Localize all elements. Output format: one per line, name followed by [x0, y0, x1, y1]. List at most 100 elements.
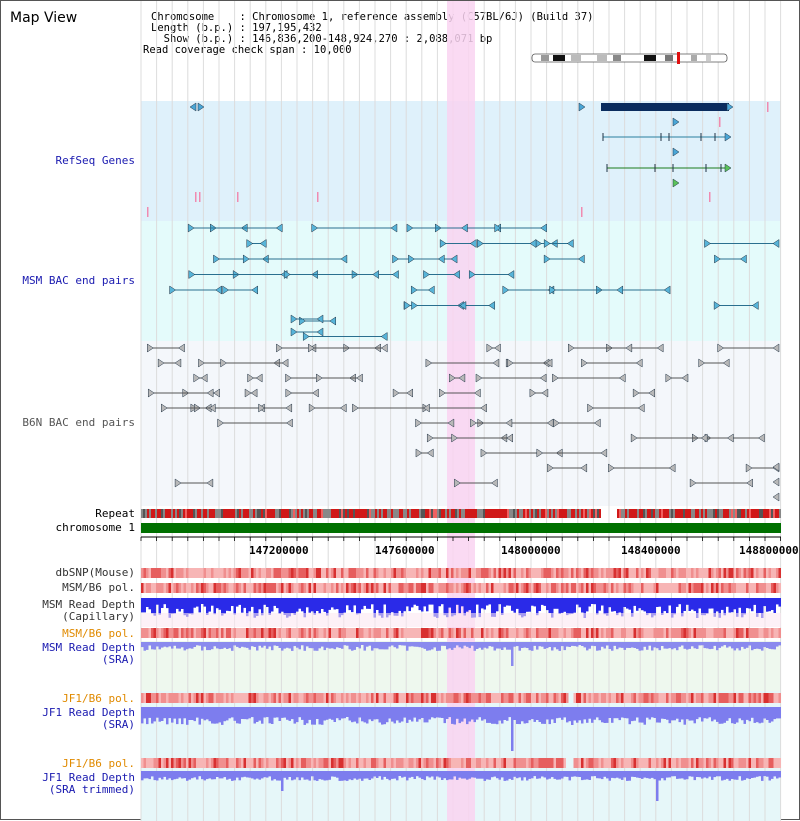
depth-bar — [563, 598, 566, 612]
heat-cell — [286, 693, 289, 703]
heat-cell — [431, 758, 434, 768]
heat-cell — [348, 758, 351, 768]
heat-cell — [708, 693, 711, 703]
heat-cell — [458, 758, 461, 768]
heat-cell — [621, 628, 624, 638]
heat-cell — [313, 628, 316, 638]
heat-cell — [521, 758, 524, 768]
heat-cell — [378, 583, 381, 593]
heat-cell — [176, 693, 179, 703]
heat-cell — [183, 758, 186, 768]
depth-bar — [691, 707, 694, 721]
heat-cell — [593, 583, 596, 593]
heat-cell — [691, 568, 694, 578]
heat-cell — [708, 628, 711, 638]
depth-bar — [301, 598, 304, 612]
depth-bar — [438, 642, 441, 651]
depth-bar — [198, 707, 201, 725]
heat-cell — [771, 583, 774, 593]
heat-cell — [761, 568, 764, 578]
heat-cell — [678, 568, 681, 578]
heat-cell — [353, 628, 356, 638]
heat-cell — [293, 758, 296, 768]
depth-bar — [291, 707, 294, 720]
heat-cell — [661, 758, 664, 768]
heat-cell — [183, 583, 186, 593]
depth-bar — [243, 707, 246, 720]
depth-bar — [241, 707, 244, 719]
heat-cell — [758, 758, 761, 768]
repeat-segment — [589, 509, 591, 518]
depth-bar — [666, 707, 669, 720]
depth-bar — [571, 598, 574, 614]
ideogram-band — [691, 55, 697, 61]
heat-cell — [381, 628, 384, 638]
depth-bar — [413, 707, 416, 718]
feature-arrow — [772, 462, 780, 472]
depth-bar — [646, 771, 649, 779]
repeat-segment — [283, 509, 285, 518]
depth-bar — [683, 771, 686, 780]
heat-cell — [496, 758, 499, 768]
feature-arrow — [529, 388, 537, 398]
heat-cell — [418, 693, 421, 703]
heat-cell — [241, 693, 244, 703]
depth-bar — [463, 642, 466, 646]
depth-bar — [603, 771, 606, 777]
depth-bar — [618, 598, 621, 613]
depth-bar — [341, 642, 344, 649]
feature-arrow — [553, 418, 560, 428]
repeat-segment — [245, 509, 247, 518]
heat-cell — [773, 628, 776, 638]
heat-cell — [258, 628, 261, 638]
heat-cell — [326, 628, 329, 638]
heat-cell — [573, 568, 576, 578]
repeat-segment — [363, 509, 365, 518]
depth-bar — [721, 707, 724, 724]
repeat-segment — [219, 509, 221, 518]
repeat-segment — [483, 509, 485, 518]
feature-arrow — [618, 373, 626, 383]
depth-bar — [531, 707, 534, 720]
depth-bar — [526, 771, 529, 781]
heat-cell — [411, 628, 414, 638]
heat-cell — [596, 628, 599, 638]
heat-cell — [221, 628, 224, 638]
depth-bar — [526, 598, 529, 612]
heat-cell — [518, 628, 521, 638]
depth-bar — [403, 598, 406, 612]
depth-bar — [381, 707, 384, 725]
depth-bar — [251, 642, 254, 647]
depth-bar — [196, 707, 199, 718]
heat-cell — [148, 568, 151, 578]
repeat-segment — [201, 509, 203, 518]
depth-bar — [516, 771, 519, 779]
heat-cell — [716, 693, 719, 703]
depth-bar — [568, 771, 571, 781]
depth-bar — [673, 642, 676, 649]
depth-bar — [496, 598, 499, 612]
heat-cell — [646, 758, 649, 768]
depth-bar — [356, 771, 359, 780]
heat-cell — [466, 583, 469, 593]
depth-bar — [248, 598, 251, 612]
depth-bar — [376, 771, 379, 778]
depth-bar — [306, 642, 309, 647]
heat-cell — [298, 693, 301, 703]
heat-cell — [431, 628, 434, 638]
depth-bar — [348, 598, 351, 611]
depth-bar — [598, 707, 601, 721]
heat-cell — [271, 693, 274, 703]
heat-cell — [236, 628, 239, 638]
heat-cell — [428, 628, 431, 638]
heat-cell — [558, 628, 561, 638]
depth-bar — [591, 707, 594, 723]
heat-cell — [161, 628, 164, 638]
depth-bar — [268, 598, 271, 615]
depth-bar — [233, 771, 236, 781]
repeat-segment — [755, 509, 757, 518]
depth-bar — [541, 598, 544, 605]
heat-cell — [223, 628, 226, 638]
depth-bar — [736, 771, 739, 780]
